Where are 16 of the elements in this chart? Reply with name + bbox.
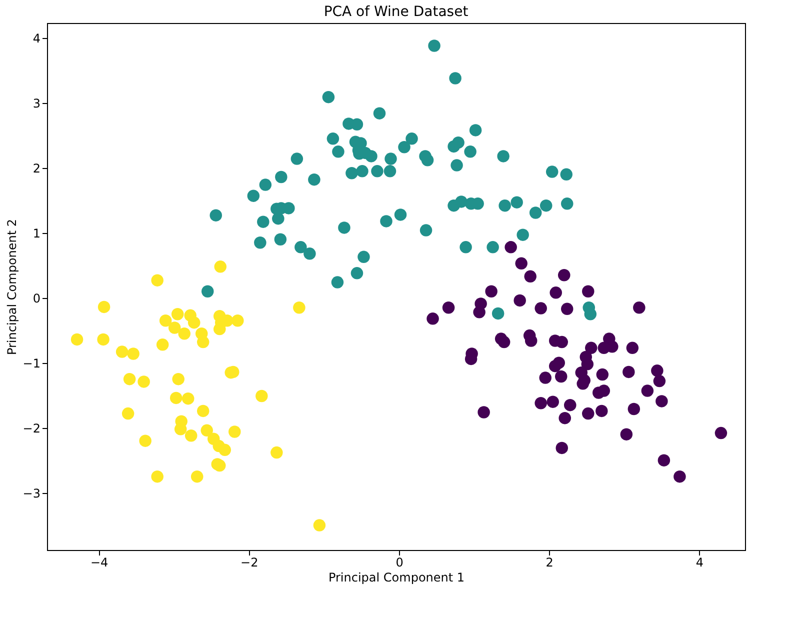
y-tick-label: 2	[32, 161, 40, 176]
x-tick-label: 2	[546, 556, 554, 570]
x-tick-label: 0	[396, 556, 404, 570]
x-axis-title: Principal Component 1	[328, 570, 465, 584]
x-tick-label: −4	[90, 556, 108, 570]
chart-title: PCA of Wine Dataset	[324, 4, 469, 20]
y-tick-label: 1	[32, 226, 40, 240]
y-tick-label: 0	[32, 291, 40, 306]
y-tick-label: −1	[22, 356, 40, 370]
y-axis-title: Principal Component 2	[4, 218, 19, 356]
x-tick-label: −2	[240, 556, 258, 570]
y-tick-label: 4	[32, 31, 40, 46]
y-tick-label: 3	[32, 96, 40, 110]
x-tick-label: 4	[696, 556, 704, 570]
y-tick-label: −3	[22, 486, 40, 500]
y-tick-label: −2	[22, 421, 40, 436]
